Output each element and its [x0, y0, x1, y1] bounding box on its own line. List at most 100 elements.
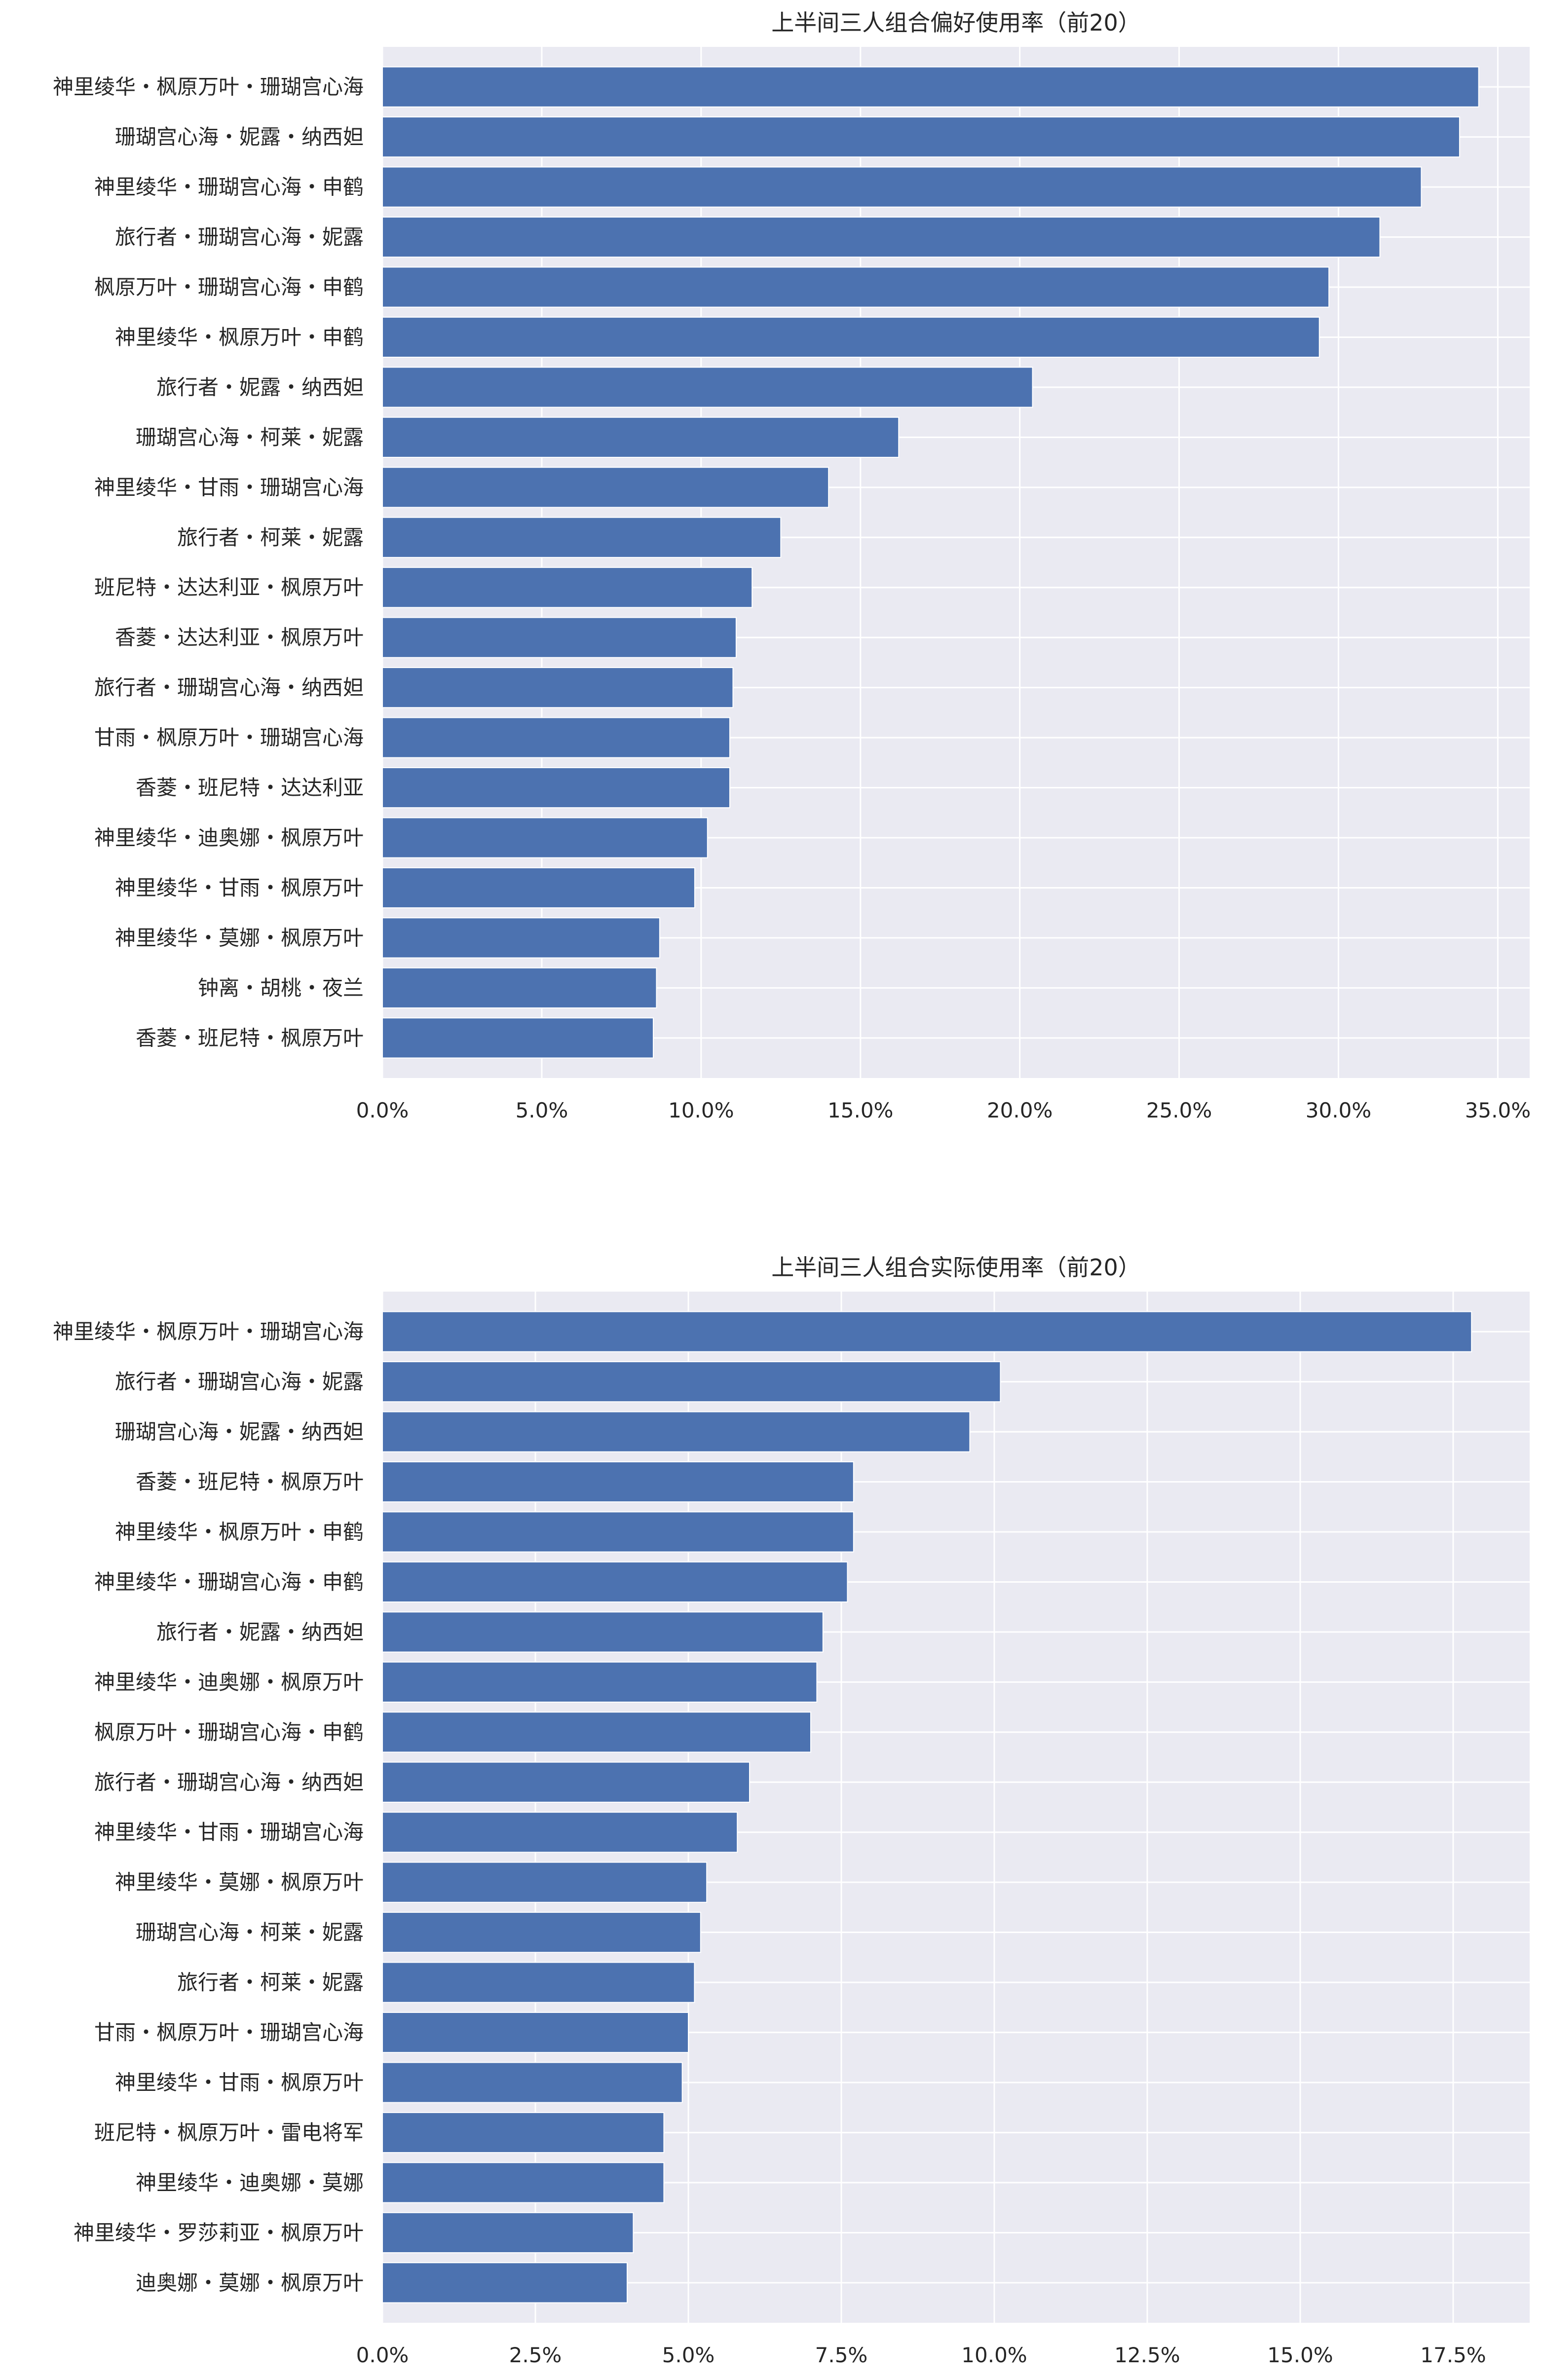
category-label: 旅行者・柯莱・妮露 — [177, 1971, 364, 1995]
category-label: 迪奥娜・莫娜・枫原万叶 — [136, 2270, 364, 2295]
x-tick-label: 0.0% — [356, 2343, 409, 2367]
category-label: 旅行者・珊瑚宫心海・纳西妲 — [94, 675, 364, 700]
bar — [382, 2162, 665, 2203]
bar — [382, 166, 1422, 208]
x-tick-label: 25.0% — [1146, 1098, 1212, 1122]
category-label: 神里绫华・甘雨・珊瑚宫心海 — [94, 1820, 364, 1844]
x-tick-label: 15.0% — [1267, 2343, 1333, 2367]
x-tick-label: 2.5% — [509, 2343, 562, 2367]
bar — [382, 367, 1033, 408]
bar — [382, 1661, 818, 1703]
x-tick-label: 10.0% — [668, 1098, 734, 1122]
category-label: 班尼特・枫原万叶・雷电将军 — [94, 2120, 364, 2145]
category-label: 神里绫华・珊瑚宫心海・申鹤 — [94, 1570, 364, 1594]
x-tick-label: 17.5% — [1420, 2343, 1486, 2367]
category-label: 旅行者・珊瑚宫心海・纳西妲 — [94, 1770, 364, 1794]
category-label: 珊瑚宫心海・妮露・纳西妲 — [115, 1420, 364, 1444]
bar — [382, 1611, 824, 1653]
category-label: 香菱・班尼特・达达利亚 — [136, 776, 364, 800]
x-tick-label: 20.0% — [987, 1098, 1053, 1122]
bar — [382, 316, 1320, 358]
bar — [382, 817, 708, 858]
x-tick-label: 30.0% — [1306, 1098, 1371, 1122]
x-tick-label: 12.5% — [1114, 2343, 1180, 2367]
bar — [382, 467, 829, 508]
category-label: 神里绫华・迪奥娜・枫原万叶 — [94, 826, 364, 850]
bar — [382, 1361, 1001, 1403]
category-label: 香菱・班尼特・枫原万叶 — [136, 1026, 364, 1050]
x-tick-label: 15.0% — [828, 1098, 893, 1122]
category-label: 枫原万叶・珊瑚宫心海・申鹤 — [94, 275, 364, 299]
bar — [382, 1311, 1472, 1352]
category-label: 神里绫华・珊瑚宫心海・申鹤 — [94, 175, 364, 199]
bar — [382, 617, 737, 658]
bar — [382, 767, 730, 809]
bar — [382, 517, 782, 558]
category-label: 甘雨・枫原万叶・珊瑚宫心海 — [94, 2020, 364, 2045]
bar — [382, 2112, 665, 2154]
category-label: 神里绫华・莫娜・枫原万叶 — [115, 1870, 364, 1895]
category-label: 旅行者・珊瑚宫心海・妮露 — [115, 225, 364, 249]
category-label: 神里绫华・枫原万叶・申鹤 — [115, 325, 364, 349]
bar — [382, 1962, 695, 2003]
category-label: 班尼特・达达利亚・枫原万叶 — [94, 575, 364, 599]
bar — [382, 2212, 634, 2253]
actual-usage-rate-chart: 神里绫华・枫原万叶・珊瑚宫心海旅行者・珊瑚宫心海・妮露珊瑚宫心海・妮露・纳西妲香… — [53, 1254, 1530, 2367]
bar — [382, 1912, 701, 1953]
bar — [382, 1711, 811, 1753]
category-label: 珊瑚宫心海・柯莱・妮露 — [136, 1920, 364, 1944]
bar — [382, 1411, 971, 1452]
category-label: 神里绫华・迪奥娜・莫娜 — [136, 2170, 364, 2194]
bar — [382, 1861, 708, 1903]
category-label: 旅行者・柯莱・妮露 — [177, 525, 364, 550]
category-label: 旅行者・妮露・纳西妲 — [156, 1620, 364, 1644]
category-label: 旅行者・珊瑚宫心海・妮露 — [115, 1370, 364, 1394]
category-label: 钟离・胡桃・夜兰 — [198, 976, 364, 1000]
bar — [382, 567, 753, 608]
category-label: 珊瑚宫心海・柯莱・妮露 — [136, 425, 364, 449]
bar — [382, 1561, 848, 1603]
bar — [382, 2062, 683, 2103]
x-tick-label: 5.0% — [662, 2343, 715, 2367]
bar — [382, 1461, 854, 1503]
category-label: 枫原万叶・珊瑚宫心海・申鹤 — [94, 1720, 364, 1744]
category-label: 神里绫华・甘雨・珊瑚宫心海 — [94, 475, 364, 499]
category-label: 神里绫华・莫娜・枫原万叶 — [115, 926, 364, 950]
bar — [382, 66, 1479, 108]
bar — [382, 216, 1381, 258]
bar — [382, 667, 734, 708]
category-label: 旅行者・妮露・纳西妲 — [156, 375, 364, 399]
category-label: 神里绫华・甘雨・枫原万叶 — [115, 2071, 364, 2095]
bar — [382, 1017, 654, 1059]
bar — [382, 867, 695, 909]
chart-title: 上半间三人组合实际使用率（前20） — [771, 1254, 1141, 1281]
x-tick-label: 5.0% — [516, 1098, 568, 1122]
preference-rate-chart: 神里绫华・枫原万叶・珊瑚宫心海珊瑚宫心海・妮露・纳西妲神里绫华・珊瑚宫心海・申鹤… — [53, 9, 1531, 1122]
bar — [382, 416, 900, 458]
category-label: 香菱・班尼特・枫原万叶 — [136, 1470, 364, 1494]
bar — [382, 1511, 854, 1553]
bar — [382, 967, 657, 1008]
bar — [382, 1812, 738, 1853]
bar — [382, 917, 660, 959]
category-label: 神里绫华・迪奥娜・枫原万叶 — [94, 1670, 364, 1694]
category-label: 神里绫华・枫原万叶・申鹤 — [115, 1520, 364, 1544]
x-tick-label: 7.5% — [815, 2343, 868, 2367]
x-tick-label: 35.0% — [1465, 1098, 1531, 1122]
x-tick-label: 0.0% — [356, 1098, 409, 1122]
category-label: 神里绫华・枫原万叶・珊瑚宫心海 — [53, 75, 364, 99]
bar — [382, 116, 1460, 158]
bar — [382, 717, 730, 758]
category-label: 香菱・达达利亚・枫原万叶 — [115, 626, 364, 650]
category-label: 甘雨・枫原万叶・珊瑚宫心海 — [94, 726, 364, 750]
chart-title: 上半间三人组合偏好使用率（前20） — [771, 9, 1141, 36]
category-label: 神里绫华・枫原万叶・珊瑚宫心海 — [53, 1320, 364, 1344]
category-label: 神里绫华・甘雨・枫原万叶 — [115, 876, 364, 900]
bar — [382, 2262, 628, 2304]
bar — [382, 266, 1330, 308]
bar — [382, 2011, 689, 2053]
bar — [382, 1761, 750, 1803]
x-tick-label: 10.0% — [961, 2343, 1027, 2367]
category-label: 神里绫华・罗莎莉亚・枫原万叶 — [74, 2221, 364, 2245]
